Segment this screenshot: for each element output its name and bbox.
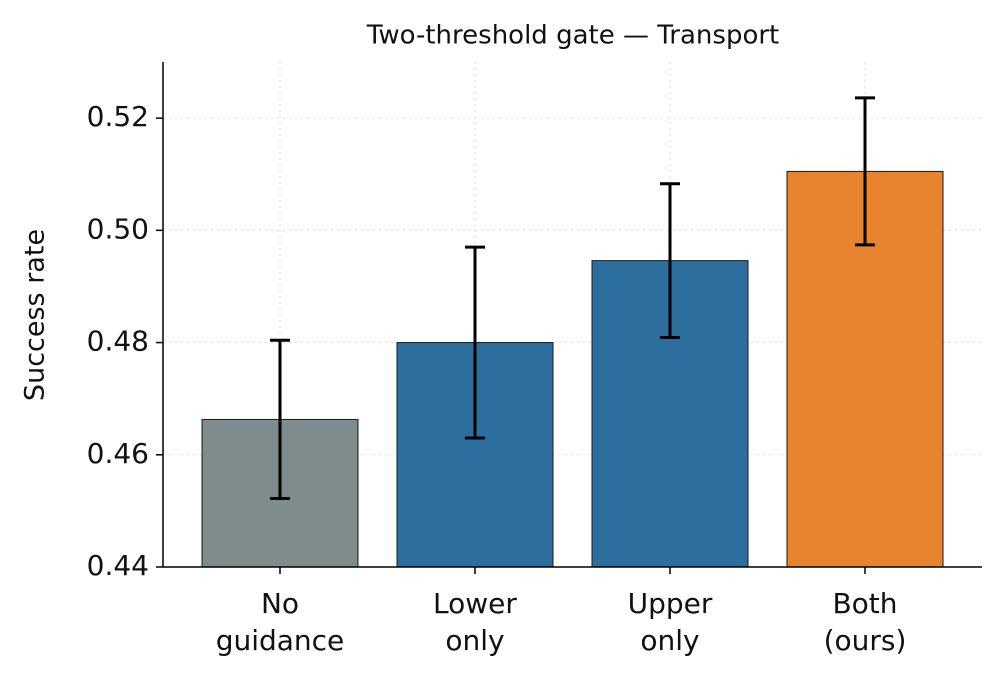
error-bar [270, 338, 290, 501]
y-tick-label: 0.48 [87, 325, 149, 358]
y-tick-label: 0.50 [87, 212, 149, 245]
x-tick-label: Upper only [628, 587, 713, 657]
error-bar [465, 245, 485, 440]
error-bar [855, 96, 875, 247]
x-tick-label: No guidance [216, 587, 345, 657]
chart-title: Two-threshold gate — Transport [366, 21, 779, 51]
x-tick-label: Lower only [433, 587, 517, 657]
y-tick-label: 0.46 [87, 437, 149, 470]
x-tick-label: Both (ours) [824, 587, 907, 657]
y-tick-label: 0.52 [87, 100, 149, 133]
y-tick-label: 0.44 [87, 549, 149, 582]
error-bar [660, 182, 680, 340]
y-axis-label: Success rate [20, 229, 51, 401]
